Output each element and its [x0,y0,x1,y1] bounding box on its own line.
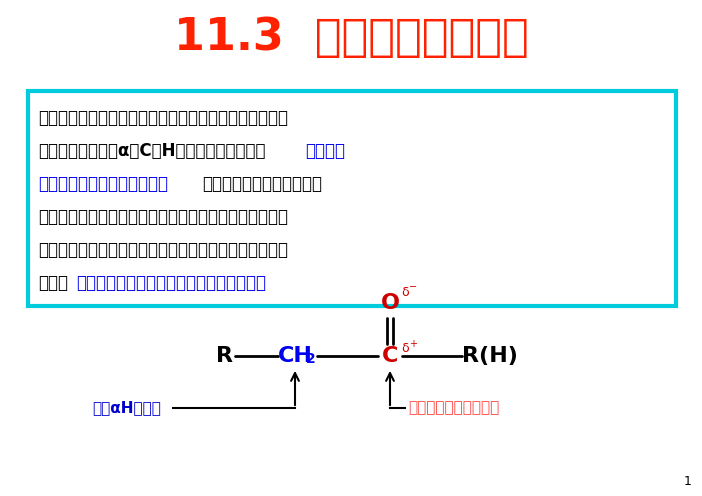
Text: δ: δ [401,286,409,299]
Text: 上至少有一个氢原子，而酮分子中羰基碳上没有氢原子，: 上至少有一个氢原子，而酮分子中羰基碳上没有氢原子， [38,208,288,226]
Text: 醛和酮能: 醛和酮能 [305,142,345,160]
Text: −: − [409,282,417,292]
FancyBboxPatch shape [28,91,676,306]
Text: 地说，: 地说， [38,274,68,292]
Text: 羰基吸引电子，使α－C－H键极性增加，因此，: 羰基吸引电子，使α－C－H键极性增加，因此， [38,142,265,160]
Text: C: C [382,346,398,366]
Text: 1: 1 [684,475,692,488]
Text: R(H): R(H) [462,346,518,366]
Text: 发生多种具有重要意义的反应: 发生多种具有重要意义的反应 [38,175,168,193]
Text: 涉及αH的反应: 涉及αH的反应 [92,400,161,416]
Text: CH: CH [277,346,312,366]
Text: 羰基是极性基团，碳原子上带有部分正电荷。同时，由于: 羰基是极性基团，碳原子上带有部分正电荷。同时，由于 [38,109,288,127]
Text: δ: δ [401,343,409,356]
Text: O: O [380,293,399,313]
Text: R: R [216,346,234,366]
Text: 结构上的这种差异，使它们在化学性质是也有差异。一般: 结构上的这种差异，使它们在化学性质是也有差异。一般 [38,241,288,259]
Text: 2: 2 [306,352,316,366]
Text: 醛比酮更活泼，某些反应往往为醛所特有。: 醛比酮更活泼，某些反应往往为醛所特有。 [76,274,266,292]
Text: 亲核加成，氧化，还原: 亲核加成，氧化，还原 [408,400,499,416]
Text: +: + [409,339,417,349]
Text: 11.3  醛、酮的化学性质: 11.3 醛、酮的化学性质 [173,16,529,60]
Text: 。但是，醛分子中，羰基碳: 。但是，醛分子中，羰基碳 [201,175,322,193]
